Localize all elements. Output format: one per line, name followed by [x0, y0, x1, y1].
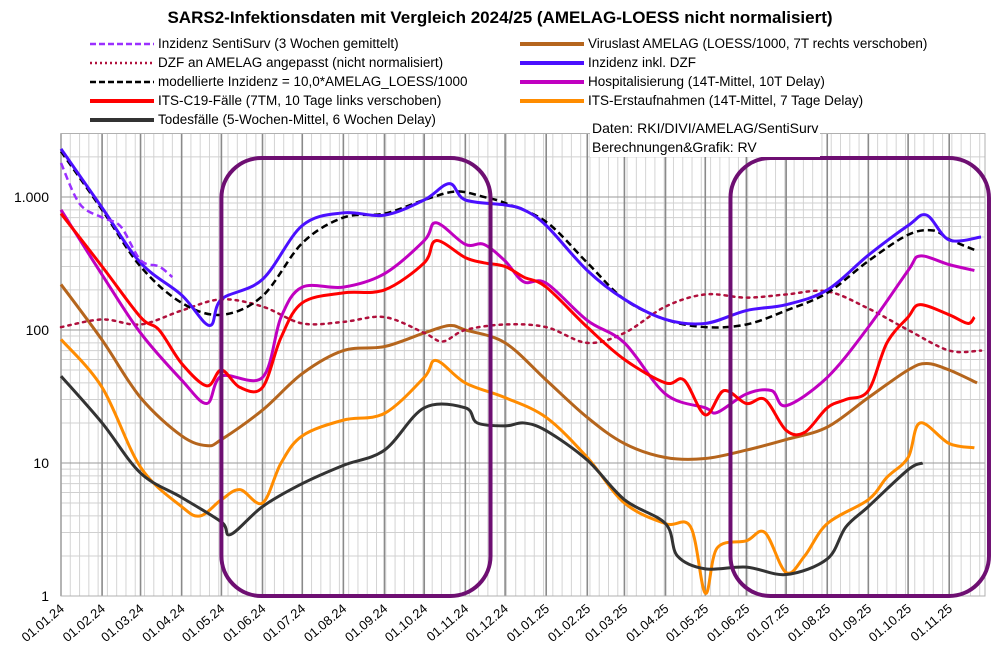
x-tick-label: 01.05.25 — [663, 601, 711, 645]
x-tick-label: 01.09.25 — [826, 601, 874, 645]
x-tick-label: 01.12.24 — [463, 601, 511, 645]
x-tick-label: 01.08.24 — [301, 601, 349, 645]
legend-item: Hospitalisierung (14T-Mittel, 10T Delay) — [518, 74, 825, 89]
legend-item: Viruslast AMELAG (LOESS/1000, 7T rechts … — [518, 36, 928, 51]
x-tick-label: 01.04.25 — [623, 601, 671, 645]
x-tick-label: 01.08.25 — [785, 601, 833, 645]
legend-label: Inzidenz inkl. DZF — [588, 55, 697, 70]
highlight-box-2 — [728, 156, 991, 598]
legend-item: ITS-Erstaufnahmen (14T-Mittel, 7 Tage De… — [518, 93, 864, 108]
x-tick-label: 01.04.24 — [139, 601, 187, 645]
x-tick-label: 01.01.25 — [504, 601, 552, 645]
x-tick-label: 01.06.24 — [220, 601, 268, 645]
legend-label: modellierte Inzidenz = 10,0*AMELAG_LOESS… — [158, 74, 468, 89]
series-line-4 — [59, 212, 976, 437]
y-tick-label: 1.000 — [14, 189, 49, 205]
chart-title: SARS2-Infektionsdaten mit Vergleich 2024… — [167, 8, 833, 27]
legend-item: ITS-C19-Fälle (7TM, 10 Tage links versch… — [88, 93, 442, 108]
legend-swatch-icon — [90, 80, 154, 83]
series-lines — [59, 147, 983, 595]
y-tick-label: 100 — [26, 322, 50, 338]
x-axis: 01.01.2401.02.2401.03.2401.04.2401.05.24… — [19, 601, 956, 645]
series-line-6 — [59, 283, 978, 461]
legend-label: ITS-C19-Fälle (7TM, 10 Tage links versch… — [158, 93, 442, 108]
legend-swatch-icon — [90, 42, 154, 45]
x-tick-label: 01.11.25 — [907, 601, 955, 644]
x-tick-label: 01.07.25 — [744, 601, 792, 645]
x-tick-label: 01.06.25 — [704, 601, 752, 645]
legend-label: Viruslast AMELAG (LOESS/1000, 7T rechts … — [588, 36, 928, 51]
legend-swatch-icon — [90, 61, 154, 64]
legend-label: Hospitalisierung (14T-Mittel, 10T Delay) — [588, 74, 825, 89]
legend-swatch-icon — [520, 60, 584, 65]
x-tick-label: 01.02.24 — [60, 601, 108, 645]
legend-label: ITS-Erstaufnahmen (14T-Mittel, 7 Tage De… — [588, 93, 864, 108]
legend-label: Todesfälle (5-Wochen-Mittel, 6 Wochen De… — [158, 112, 436, 127]
x-tick-label: 01.03.25 — [582, 601, 630, 645]
highlight-boxes — [219, 156, 991, 598]
legend-item: DZF an AMELAG angepasst (nicht normalisi… — [88, 55, 444, 70]
x-tick-label: 01.01.24 — [19, 601, 67, 645]
legend-item: Inzidenz SentiSurv (3 Wochen gemittelt) — [88, 36, 399, 51]
plot-frame — [60, 133, 986, 597]
series-line-5 — [59, 375, 924, 577]
x-tick-label: 01.09.24 — [342, 601, 390, 645]
y-tick-label: 10 — [33, 455, 49, 471]
x-tick-label: 01.11.24 — [424, 601, 472, 644]
series-line-9 — [59, 338, 975, 595]
series-line-1 — [59, 162, 174, 279]
x-tick-label: 01.10.24 — [382, 601, 430, 645]
y-tick-label: 1 — [41, 588, 49, 604]
x-tick-label: 01.07.24 — [260, 601, 308, 645]
credit-data-source: Daten: RKI/DIVI/AMELAG/SentiSurv — [592, 120, 819, 136]
x-tick-label: 01.03.24 — [98, 601, 146, 645]
legend-swatch-icon — [520, 41, 584, 46]
legend-label: DZF an AMELAG angepasst (nicht normalisi… — [158, 55, 444, 70]
legend-item: modellierte Inzidenz = 10,0*AMELAG_LOESS… — [88, 74, 468, 89]
legend-item: Todesfälle (5-Wochen-Mittel, 6 Wochen De… — [88, 112, 436, 127]
legend-swatch-icon — [520, 98, 584, 103]
y-axis: 1 10 100 1.000 — [14, 189, 49, 604]
highlight-box-1 — [219, 156, 493, 598]
legend-swatch-icon — [90, 117, 154, 122]
legend-label: Inzidenz SentiSurv (3 Wochen gemittelt) — [158, 36, 399, 51]
legend-swatch-icon — [90, 98, 154, 103]
credit-author: Berechnungen&Grafik: RV — [592, 139, 757, 155]
x-tick-label: 01.05.24 — [179, 601, 227, 645]
series-line-3 — [59, 150, 975, 329]
credit: Daten: RKI/DIVI/AMELAG/SentiSurv Berechn… — [590, 119, 821, 157]
series-line-7 — [59, 147, 982, 328]
x-tick-label: 01.10.25 — [866, 601, 914, 645]
legend-swatch-icon — [520, 79, 584, 84]
legend-item: Inzidenz inkl. DZF — [518, 55, 697, 70]
